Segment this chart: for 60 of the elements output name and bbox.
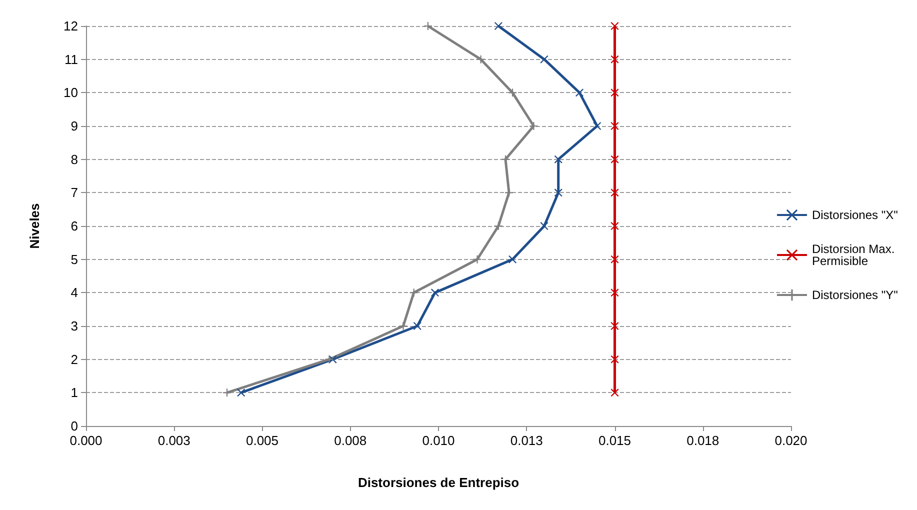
point bbox=[593, 122, 602, 130]
point bbox=[399, 322, 408, 330]
legend-label: Distorsiones "Y" bbox=[812, 288, 898, 302]
y-tick-label: 11 bbox=[64, 52, 78, 67]
point bbox=[410, 288, 418, 297]
point bbox=[540, 55, 548, 64]
point bbox=[610, 355, 619, 364]
x-tick-label: 0.018 bbox=[686, 433, 720, 448]
point bbox=[424, 22, 432, 30]
point bbox=[508, 255, 517, 264]
point bbox=[508, 88, 517, 97]
point bbox=[325, 355, 334, 364]
x-tick-label: 0.005 bbox=[246, 433, 279, 448]
x-tick-label: 0.008 bbox=[334, 433, 367, 448]
point bbox=[610, 22, 619, 30]
point bbox=[610, 388, 619, 397]
y-tick-label: 12 bbox=[64, 18, 78, 34]
point bbox=[610, 122, 619, 130]
y-tick-label: 4 bbox=[70, 285, 78, 300]
y-tick-label: 0 bbox=[70, 418, 78, 434]
x-tick-label: 0.020 bbox=[774, 433, 808, 448]
point bbox=[610, 188, 619, 197]
point bbox=[610, 322, 619, 330]
point bbox=[610, 155, 619, 164]
point bbox=[473, 255, 482, 264]
y-tick-label: 1 bbox=[70, 385, 78, 400]
y-tick-label: 10 bbox=[64, 85, 78, 100]
y-tick-label: 5 bbox=[70, 252, 78, 267]
x-tick-label: 0.010 bbox=[422, 433, 455, 448]
point bbox=[554, 155, 562, 164]
point bbox=[494, 22, 502, 30]
y-tick-label: 9 bbox=[70, 118, 78, 134]
y-tick-label: 3 bbox=[70, 318, 78, 334]
y-tick-label: 7 bbox=[70, 185, 78, 200]
point bbox=[610, 288, 619, 297]
point bbox=[237, 388, 246, 397]
point bbox=[610, 222, 619, 230]
y-axis-title: Niveles bbox=[27, 203, 42, 249]
point bbox=[554, 188, 562, 197]
point bbox=[576, 88, 584, 97]
point bbox=[540, 222, 548, 230]
point bbox=[430, 288, 439, 297]
x-tick-label: 0.013 bbox=[510, 433, 543, 448]
y-tick-label: 2 bbox=[70, 352, 78, 367]
point bbox=[494, 222, 502, 230]
point bbox=[610, 55, 619, 64]
legend-label: Distorsiones "X" bbox=[812, 208, 898, 222]
x-axis-title: Distorsiones de Entrepiso bbox=[358, 475, 520, 490]
x-tick-label: 0.015 bbox=[598, 433, 632, 448]
point bbox=[223, 388, 231, 397]
legend-label: Distorsion Max. Permisible bbox=[812, 242, 898, 268]
y-tick-label: 8 bbox=[70, 152, 78, 167]
point bbox=[610, 255, 619, 264]
point bbox=[476, 55, 485, 64]
x-tick-label: 0.000 bbox=[70, 433, 102, 448]
point bbox=[413, 322, 422, 330]
x-tick-label: 0.003 bbox=[158, 433, 190, 448]
point bbox=[530, 122, 538, 130]
y-tick-label: 6 bbox=[70, 218, 78, 234]
point bbox=[610, 88, 619, 97]
